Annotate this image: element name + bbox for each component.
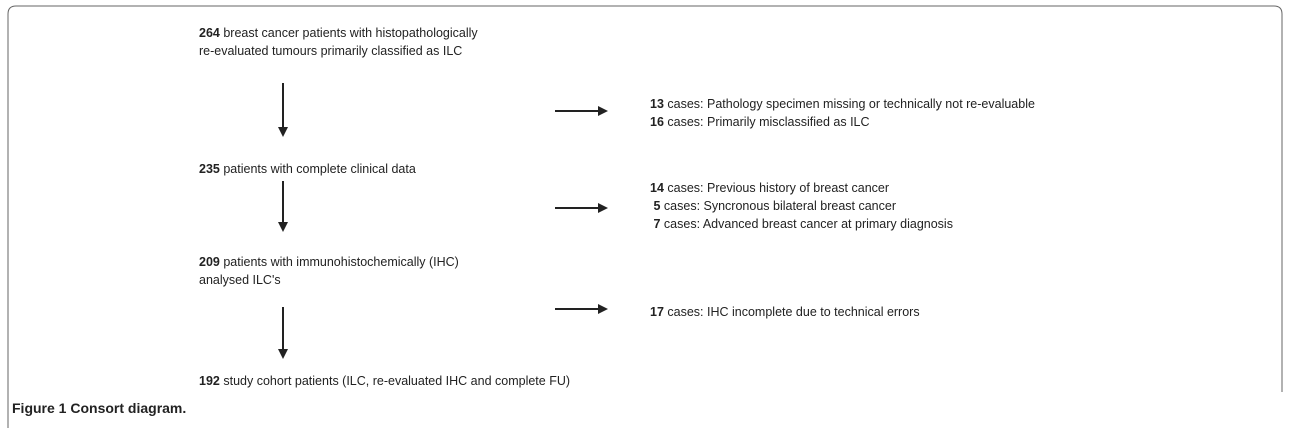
exclusion-text: cases: Pathology specimen missing or tec…	[667, 97, 1035, 111]
exclusion-text: cases: Primarily misclassified as ILC	[667, 115, 870, 129]
exclusion-count: 5	[653, 199, 661, 213]
node-count: 235	[199, 162, 220, 176]
caption-title: Consort diagram.	[70, 400, 187, 416]
exclusion-text: cases: IHC incomplete due to technical e…	[667, 305, 920, 319]
node-text: patients with complete clinical data	[223, 162, 416, 176]
node-text: re-evaluated tumours primarily classifie…	[199, 44, 463, 58]
exclusion-count: 13	[650, 97, 664, 111]
exclusion-group: 17 cases: IHC incomplete due to technica…	[650, 303, 920, 321]
exclusion-text: cases: Advanced breast cancer at primary…	[663, 217, 953, 231]
exclusion-count: 7	[653, 217, 661, 231]
node: 264 breast cancer patients with histopat…	[199, 24, 478, 60]
node-text: breast cancer patients with histopatholo…	[223, 26, 478, 40]
node: 209 patients with immunohistochemically …	[199, 253, 459, 289]
frame-border	[7, 5, 1283, 428]
exclusion-count: 17	[650, 305, 664, 319]
node: 235 patients with complete clinical data	[199, 160, 416, 178]
caption: Figure 1 Consort diagram.	[12, 400, 186, 416]
exclusion-group: 13 cases: Pathology specimen missing or …	[650, 95, 1035, 131]
node-count: 192	[199, 374, 220, 388]
exclusion-count: 16	[650, 115, 664, 129]
node-text: study cohort patients (ILC, re-evaluated…	[223, 374, 571, 388]
exclusion-text: cases: Previous history of breast cancer	[667, 181, 890, 195]
node-count: 209	[199, 255, 220, 269]
node-text: patients with immunohistochemically (IHC…	[223, 255, 459, 269]
node: 192 study cohort patients (ILC, re-evalu…	[199, 372, 570, 390]
node-count: 264	[199, 26, 220, 40]
exclusion-count: 14	[650, 181, 664, 195]
caption-label: Figure 1	[12, 400, 67, 416]
node-text: analysed ILC's	[199, 273, 281, 287]
exclusion-text: cases: Syncronous bilateral breast cance…	[663, 199, 896, 213]
exclusion-group: 14 cases: Previous history of breast can…	[650, 179, 953, 233]
